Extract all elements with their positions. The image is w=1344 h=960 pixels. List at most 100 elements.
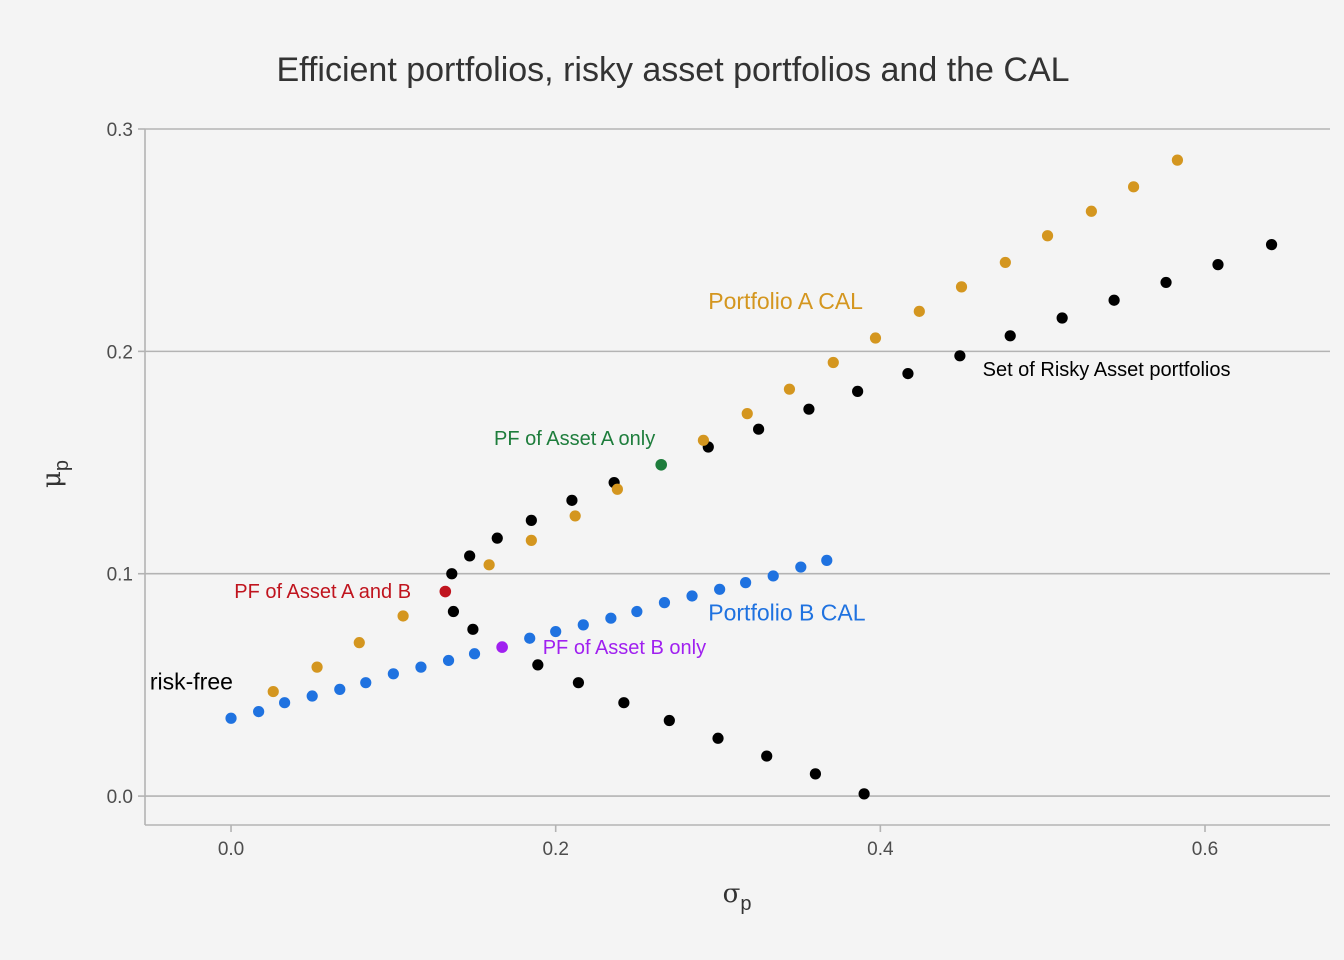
y-tick-label: 0.1 xyxy=(107,565,133,586)
data-point xyxy=(467,623,479,635)
data-point xyxy=(955,281,968,293)
y-tick-label: 0.2 xyxy=(107,342,133,363)
data-points xyxy=(225,154,1278,800)
annotation-label: PF of Asset B only xyxy=(543,637,706,659)
data-point xyxy=(253,705,265,718)
data-point xyxy=(741,408,753,420)
data-point xyxy=(712,732,724,744)
data-point xyxy=(524,632,536,644)
data-point xyxy=(767,570,779,582)
highlight-points xyxy=(439,458,668,653)
x-axis-subscript: p xyxy=(740,893,751,915)
data-point xyxy=(1160,276,1172,289)
data-point xyxy=(1108,294,1120,306)
data-point xyxy=(415,661,427,673)
data-point xyxy=(753,423,765,435)
data-point xyxy=(697,434,710,446)
data-point xyxy=(913,305,925,317)
data-point xyxy=(821,554,833,566)
data-point xyxy=(525,514,537,526)
data-point xyxy=(611,483,623,495)
data-point xyxy=(858,788,870,800)
data-point xyxy=(566,494,578,506)
data-point xyxy=(577,619,589,631)
annotation-label: PF of Asset A and B xyxy=(234,581,411,603)
data-point xyxy=(387,668,399,680)
data-point xyxy=(225,712,237,724)
y-axis-symbol: μ xyxy=(37,471,67,488)
data-point xyxy=(491,532,503,544)
annotation-label: Portfolio B CAL xyxy=(708,599,865,625)
data-point xyxy=(954,350,966,362)
data-point xyxy=(1041,230,1054,242)
highlight-point xyxy=(496,641,508,653)
data-point xyxy=(631,605,643,618)
data-point xyxy=(525,534,537,546)
data-point xyxy=(999,256,1011,269)
data-point xyxy=(279,697,291,709)
data-point xyxy=(1056,312,1068,324)
data-point xyxy=(334,683,346,695)
data-point xyxy=(306,690,318,702)
x-tick-label: 0.0 xyxy=(218,839,244,860)
annotations: Portfolio A CAL Set of Risky Asset portfo… xyxy=(150,288,1231,694)
y-axis-label: μp xyxy=(37,460,73,488)
data-point xyxy=(446,568,458,580)
data-point xyxy=(483,559,495,571)
y-tick-label: 0.0 xyxy=(107,787,133,808)
data-point xyxy=(761,750,773,762)
data-point xyxy=(1004,330,1016,342)
annotation-label: PF of Asset A only xyxy=(494,428,655,450)
data-point xyxy=(353,637,365,649)
x-axis-label: σp xyxy=(723,879,752,915)
data-point xyxy=(740,577,752,589)
data-point xyxy=(360,677,372,689)
data-point xyxy=(464,550,476,562)
data-point xyxy=(397,610,409,622)
data-point xyxy=(783,383,796,395)
highlight-point xyxy=(655,458,668,471)
data-point xyxy=(809,768,822,780)
x-tick-label: 0.4 xyxy=(867,839,894,860)
annotation-label: risk-free xyxy=(150,668,233,694)
data-point xyxy=(827,356,839,369)
data-point xyxy=(532,659,544,671)
y-axis-subscript: p xyxy=(51,460,73,471)
data-point xyxy=(1265,239,1278,251)
data-point xyxy=(1212,259,1224,271)
annotation-label: Set of Risky Asset portfolios xyxy=(983,359,1231,381)
data-point xyxy=(852,385,864,397)
data-point xyxy=(447,605,460,618)
data-point xyxy=(658,597,671,609)
highlight-point xyxy=(439,585,452,598)
axes xyxy=(138,128,1330,832)
annotation-label: Portfolio A CAL xyxy=(708,288,863,314)
data-point xyxy=(442,654,455,667)
x-tick-label: 0.6 xyxy=(1192,839,1218,860)
data-point xyxy=(795,561,807,573)
data-point xyxy=(663,714,675,727)
grid-lines xyxy=(145,128,1330,797)
data-point xyxy=(803,403,815,415)
data-point xyxy=(1127,181,1140,193)
data-point xyxy=(1171,154,1184,166)
data-point xyxy=(267,685,279,698)
chart-title: Efficient portfolios, risky asset portfo… xyxy=(276,51,1069,89)
data-point xyxy=(468,648,481,660)
data-point xyxy=(902,368,914,380)
data-point xyxy=(550,625,562,638)
data-point xyxy=(605,612,617,624)
data-point xyxy=(311,661,323,673)
data-point xyxy=(618,697,630,709)
tick-labels: 0.0 0.1 0.2 0.3 0.0 0.2 0.4 0.6 xyxy=(107,120,1219,860)
data-point xyxy=(1085,205,1097,217)
data-point xyxy=(869,332,882,344)
data-point xyxy=(569,510,581,522)
data-point xyxy=(572,677,585,689)
x-tick-label: 0.2 xyxy=(542,839,568,860)
y-tick-label: 0.3 xyxy=(107,120,133,141)
data-point xyxy=(686,590,698,602)
x-axis-symbol: σ xyxy=(723,879,741,909)
data-point xyxy=(714,583,726,595)
